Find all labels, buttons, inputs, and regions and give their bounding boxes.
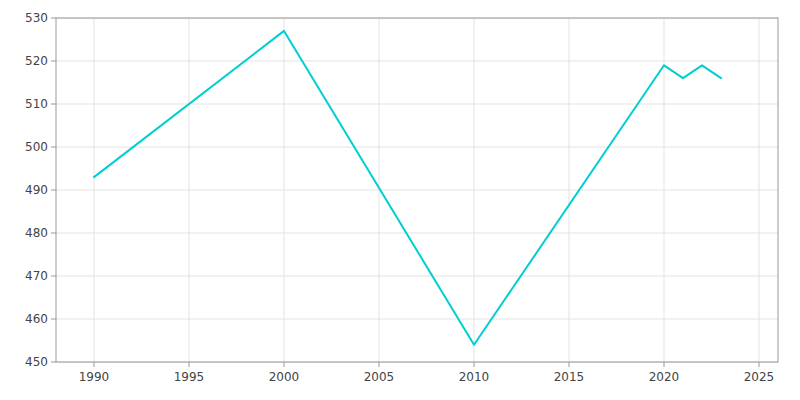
y-tick (51, 362, 56, 363)
grid (56, 18, 778, 362)
y-tick (51, 190, 56, 191)
y-tick (51, 147, 56, 148)
grid-line-x (284, 18, 285, 362)
grid-line-y (56, 104, 778, 105)
y-tick (51, 319, 56, 320)
y-tick-label: 480 (25, 226, 48, 240)
grid-line-x (94, 18, 95, 362)
grid-line-x (664, 18, 665, 362)
chart-container: 1990 1995 2000 2005 2010 2015 2020 2025 450 460 47… (0, 0, 800, 400)
grid-line-y (56, 276, 778, 277)
axes: 1990 1995 2000 2005 2010 2015 2020 2025 450 460 47… (25, 11, 774, 384)
grid-line-y (56, 61, 778, 62)
x-tick-label: 2020 (649, 370, 680, 384)
x-tick (664, 362, 665, 367)
y-tick-label: 520 (25, 54, 48, 68)
grid-line-x (759, 18, 760, 362)
data-line (94, 31, 721, 345)
x-tick (569, 362, 570, 367)
y-tick-label: 450 (25, 355, 48, 369)
grid-line-x (189, 18, 190, 362)
x-tick (94, 362, 95, 367)
y-tick-label: 490 (25, 183, 48, 197)
x-tick-label: 2025 (744, 370, 775, 384)
y-tick-label: 460 (25, 312, 48, 326)
y-tick (51, 104, 56, 105)
x-tick (759, 362, 760, 367)
y-tick (51, 276, 56, 277)
grid-line-y (56, 233, 778, 234)
y-tick (51, 61, 56, 62)
x-tick-label: 2000 (269, 370, 300, 384)
y-tick (51, 233, 56, 234)
x-tick-label: 1995 (174, 370, 205, 384)
x-tick (189, 362, 190, 367)
x-tick (474, 362, 475, 367)
x-tick (379, 362, 380, 367)
x-tick (284, 362, 285, 367)
grid-line-y (56, 319, 778, 320)
chart-svg: 1990 1995 2000 2005 2010 2015 2020 2025 450 460 47… (0, 0, 800, 400)
x-tick-label: 2010 (459, 370, 490, 384)
grid-line-x (569, 18, 570, 362)
plot-area (94, 31, 721, 345)
y-tick-label: 530 (25, 11, 48, 25)
plot-frame (56, 18, 778, 362)
x-tick-label: 2005 (364, 370, 395, 384)
grid-line-y (56, 147, 778, 148)
y-tick-label: 470 (25, 269, 48, 283)
grid-line-x (474, 18, 475, 362)
y-tick-label: 500 (25, 140, 48, 154)
x-tick-label: 2015 (554, 370, 585, 384)
y-tick (51, 18, 56, 19)
y-tick-label: 510 (25, 97, 48, 111)
grid-line-y (56, 190, 778, 191)
x-tick-label: 1990 (79, 370, 110, 384)
